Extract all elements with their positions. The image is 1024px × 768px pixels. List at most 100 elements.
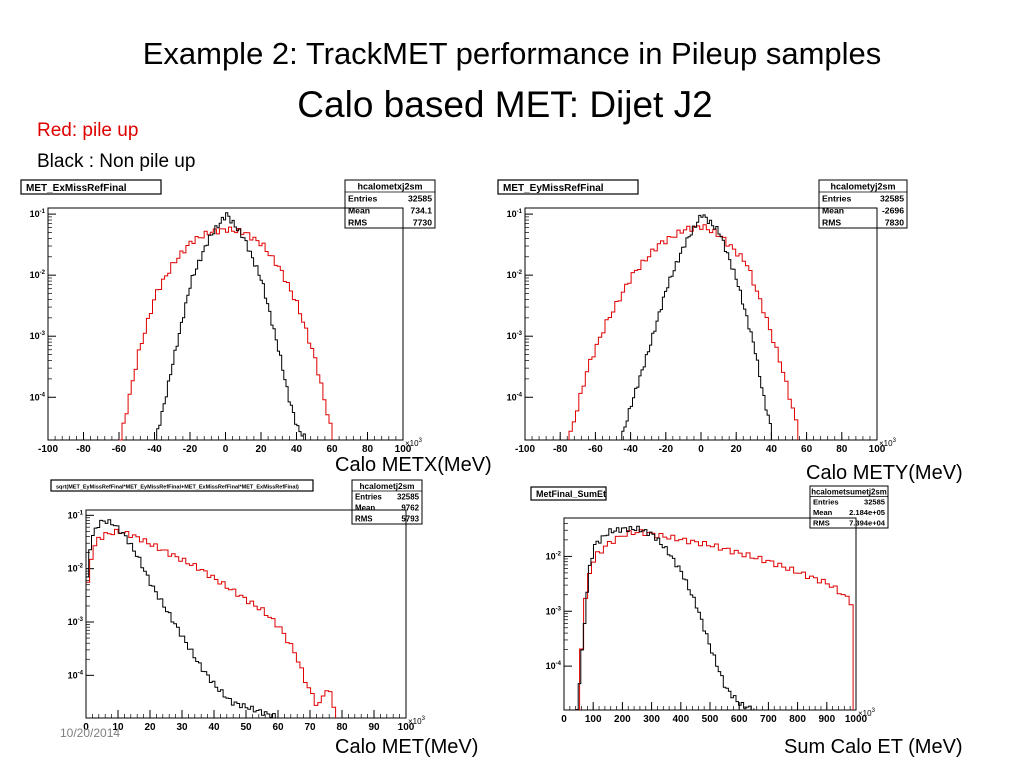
xlabel-mety: Calo METY(MeV) — [806, 462, 963, 484]
x-tick-label: 800 — [789, 714, 806, 725]
plot-frame — [85, 509, 407, 719]
y-tick-exp: -1 — [78, 510, 84, 516]
x-tick-label: -60 — [588, 444, 603, 455]
legend-nonpileup: Black : Non pile up — [37, 151, 196, 172]
stats-label: RMS — [348, 217, 367, 227]
x-tick-label: 80 — [836, 444, 848, 455]
x-multiplier-exp: 3 — [422, 716, 426, 722]
stats-name: hcalometj2sm — [359, 482, 414, 491]
x-tick-label: 100 — [585, 714, 602, 725]
x-tick-label: 900 — [818, 714, 835, 725]
histogram-sumet: MetFinal_SumEt hcalometsumetj2sm Entries 32… — [530, 485, 889, 725]
y-tick-label: 10-1 — [507, 209, 523, 219]
stats-box — [818, 179, 908, 229]
stats-label: Mean — [355, 504, 375, 513]
histogram-series — [85, 528, 337, 718]
x-tick-label: -100 — [38, 444, 58, 455]
hist-title-box — [497, 179, 639, 195]
x-tick-label: -60 — [112, 444, 127, 455]
x-tick-label: 70 — [304, 722, 316, 733]
y-tick-exp: -3 — [78, 617, 84, 623]
x-multiplier: ×103 — [879, 438, 897, 448]
y-tick-exp: -4 — [78, 670, 84, 676]
hist-title: MET_ExMissRefFinal — [26, 183, 127, 194]
stats-box — [351, 479, 423, 525]
y-tick-exp: -3 — [556, 606, 562, 612]
x-tick-label: 50 — [240, 722, 252, 733]
stats-label: Entries — [355, 493, 382, 502]
x-tick-label: 40 — [766, 444, 778, 455]
x-multiplier-exp: 3 — [419, 438, 423, 444]
y-tick-exp: -4 — [40, 392, 46, 398]
xlabel-metx: Calo METX(MeV) — [335, 454, 492, 476]
x-tick-label: 1000 — [845, 714, 868, 725]
stats-value: 32585 — [397, 493, 420, 502]
stats-label: Entries — [813, 498, 839, 507]
x-tick-label: -80 — [553, 444, 568, 455]
x-tick-label: 40 — [208, 722, 220, 733]
y-tick-exp: -3 — [40, 331, 46, 337]
y-tick-label: 10-3 — [30, 331, 46, 341]
x-tick-label: 20 — [144, 722, 156, 733]
x-tick-label: 90 — [368, 722, 380, 733]
stats-value: 7.394e+04 — [849, 519, 886, 528]
stats-value: 734.1 — [410, 205, 432, 215]
stats-label: Mean — [822, 205, 844, 215]
x-tick-label: 0 — [561, 714, 567, 725]
hist-title-box — [530, 486, 607, 501]
x-tick-label: -80 — [76, 444, 91, 455]
y-tick-exp: -2 — [556, 551, 562, 557]
slide-date: 10/20/2014 — [60, 726, 121, 740]
x-tick-label: -20 — [183, 444, 198, 455]
y-tick-label: 10-1 — [68, 510, 84, 520]
stats-label: Mean — [348, 205, 370, 215]
histogram-series — [119, 226, 333, 441]
hist-title: MetFinal_SumEt — [536, 489, 606, 499]
x-tick-label: 500 — [702, 714, 719, 725]
stats-value: 9762 — [401, 504, 419, 513]
y-tick-exp: -2 — [517, 270, 523, 276]
y-tick-label: 10-2 — [546, 551, 562, 561]
histogram-series — [575, 529, 854, 711]
x-tick-label: 100 — [398, 722, 415, 733]
x-tick-label: -40 — [623, 444, 638, 455]
y-tick-label: 10-4 — [68, 670, 84, 680]
stats-value: 32585 — [864, 498, 885, 507]
x-multiplier: ×103 — [408, 716, 426, 726]
x-tick-label: 60 — [272, 722, 284, 733]
stats-box — [344, 179, 436, 229]
y-tick-label: 10-3 — [507, 331, 523, 341]
stats-value: 7730 — [413, 217, 432, 227]
stats-value: 2.184e+05 — [849, 508, 885, 517]
y-tick-label: 10-4 — [507, 392, 523, 402]
stats-label: RMS — [355, 515, 373, 524]
y-tick-exp: -4 — [556, 661, 562, 667]
stats-label: Entries — [348, 193, 377, 203]
stats-value: -2696 — [882, 205, 904, 215]
stats-name: hcalometsumetj2sm — [811, 487, 887, 496]
x-tick-label: -20 — [659, 444, 674, 455]
x-tick-label: 0 — [698, 444, 704, 455]
histogram-series — [85, 519, 278, 719]
x-tick-label: 700 — [760, 714, 777, 725]
x-tick-label: 400 — [672, 714, 689, 725]
y-tick-exp: -1 — [40, 209, 46, 215]
stats-value: 32585 — [408, 193, 432, 203]
y-tick-label: 10-4 — [546, 661, 562, 671]
y-tick-label: 10-1 — [30, 209, 46, 219]
y-tick-exp: -3 — [517, 331, 523, 337]
y-tick-exp: -1 — [517, 209, 523, 215]
histogram-series — [621, 214, 772, 440]
y-tick-exp: -2 — [78, 564, 84, 570]
y-tick-label: 10-2 — [68, 564, 84, 574]
histogram-met: sqrt(MET_EyMissRefFinal*MET_EyMissRefFin… — [50, 479, 426, 733]
stats-name: hcalometyj2sm — [830, 182, 895, 192]
stats-box — [809, 485, 889, 529]
legend-pileup: Red: pile up — [37, 120, 139, 141]
stats-label: Entries — [822, 193, 851, 203]
x-multiplier: ×103 — [858, 708, 876, 718]
y-tick-label: 10-2 — [507, 270, 523, 280]
x-tick-label: 80 — [362, 444, 374, 455]
x-tick-label: 200 — [614, 714, 631, 725]
